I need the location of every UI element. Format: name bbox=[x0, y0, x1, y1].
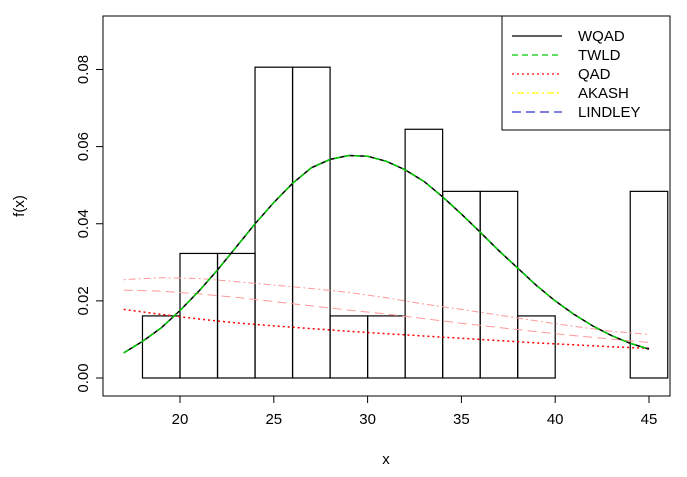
x-tick-label-25: 25 bbox=[265, 411, 282, 428]
histogram-bar-44-46 bbox=[629, 190, 669, 379]
x-tick-label-20: 20 bbox=[172, 411, 189, 428]
y-tick-label-2: 0.04 bbox=[75, 209, 92, 238]
y-tick-label-1: 0.02 bbox=[75, 286, 92, 315]
histogram-bar-26-28 bbox=[291, 66, 331, 379]
legend-label-twld: TWLD bbox=[578, 47, 621, 64]
y-tick-label-0: 0.00 bbox=[75, 363, 92, 392]
y-axis: 0.00 0.02 0.04 0.06 0.08 bbox=[75, 55, 104, 393]
legend-label-akash: AKASH bbox=[578, 85, 629, 102]
x-tick-label-30: 30 bbox=[359, 411, 376, 428]
x-axis: 20 25 30 35 40 45 bbox=[172, 395, 658, 428]
x-axis-title: x bbox=[382, 451, 390, 468]
curve-lindley bbox=[123, 289, 650, 343]
legend-label-wqad: WQAD bbox=[578, 28, 625, 45]
x-tick-label-45: 45 bbox=[641, 411, 658, 428]
histogram-bar-22-24 bbox=[216, 252, 256, 379]
histogram-bar-20-22 bbox=[179, 252, 219, 379]
histogram-bar-34-36 bbox=[442, 190, 481, 379]
legend-label-lindley: LINDLEY bbox=[578, 104, 641, 121]
histogram-bar-36-38 bbox=[479, 190, 519, 379]
curve-twld bbox=[123, 154, 650, 354]
legend-label-qad: QAD bbox=[578, 66, 611, 83]
y-tick-label-3: 0.06 bbox=[75, 132, 92, 161]
y-tick-label-4: 0.08 bbox=[75, 55, 92, 84]
histogram-bar-18-20 bbox=[141, 315, 181, 379]
legend: WQAD TWLD QAD AKASH LINDLEY bbox=[501, 15, 671, 131]
histogram-bar-32-34 bbox=[404, 128, 444, 379]
y-axis-title: f(x) bbox=[11, 195, 28, 217]
legend-box bbox=[501, 15, 671, 131]
curve-qad bbox=[123, 308, 650, 350]
density-curves bbox=[123, 154, 650, 354]
histogram-bars bbox=[141, 66, 669, 379]
histogram-bar-28-30 bbox=[329, 315, 369, 379]
curve-wqad bbox=[123, 154, 650, 354]
histogram-bar-30-32 bbox=[367, 315, 406, 379]
x-tick-label-35: 35 bbox=[453, 411, 470, 428]
x-tick-label-40: 40 bbox=[547, 411, 564, 428]
histogram-bar-38-40 bbox=[517, 315, 556, 379]
curve-akash bbox=[123, 277, 650, 335]
histogram-bar-24-26 bbox=[254, 66, 294, 379]
